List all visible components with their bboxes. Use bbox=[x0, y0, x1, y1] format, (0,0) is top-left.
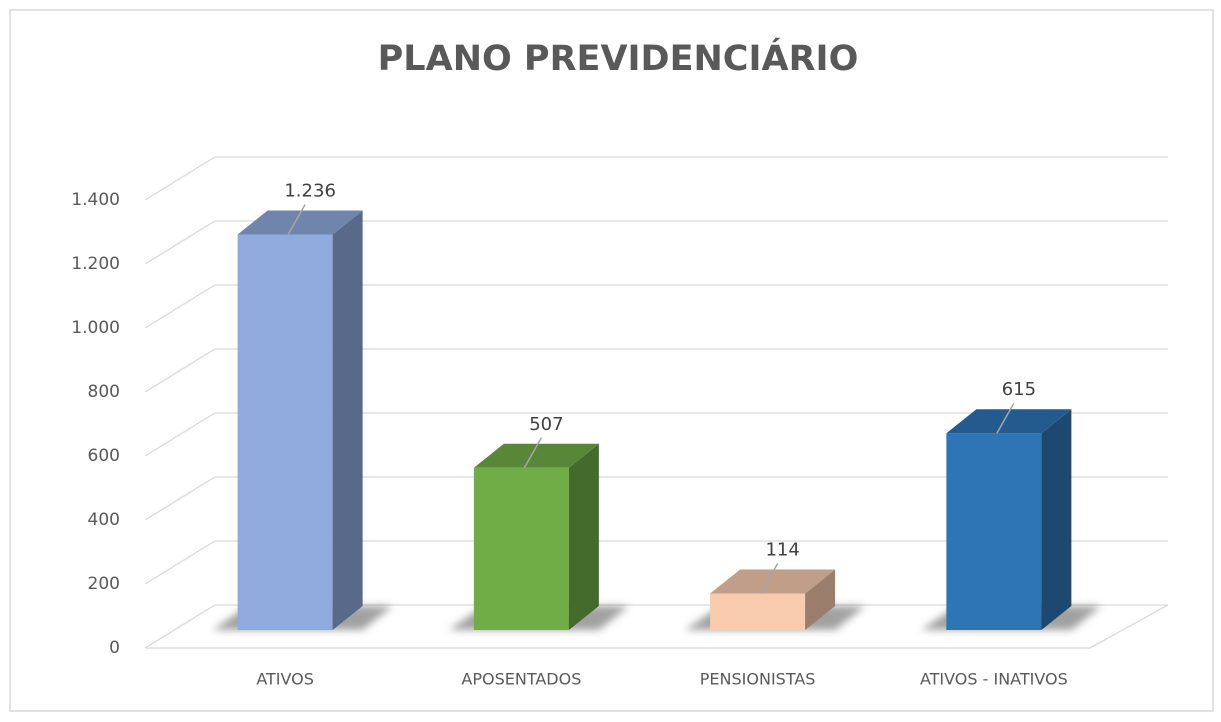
data-label: 114 bbox=[765, 540, 799, 561]
bar bbox=[946, 433, 1042, 630]
y-tick-label: 400 bbox=[88, 510, 120, 530]
bar bbox=[473, 467, 569, 630]
x-tick-label: ATIVOS bbox=[256, 670, 314, 689]
y-tick-label: 200 bbox=[88, 574, 120, 594]
bar-side bbox=[805, 569, 836, 630]
x-tick-label: ATIVOS - INATIVOS bbox=[920, 670, 1068, 689]
bar-side bbox=[1041, 409, 1072, 630]
grid-line bbox=[144, 220, 216, 265]
y-tick-label: 800 bbox=[88, 382, 120, 402]
bar-side bbox=[332, 210, 363, 631]
y-tick-label: 1.000 bbox=[71, 318, 120, 338]
bar-top bbox=[946, 409, 1072, 434]
data-label: 1.236 bbox=[284, 180, 336, 201]
grid-line bbox=[144, 604, 216, 649]
grid-line bbox=[144, 412, 216, 457]
leader-line bbox=[287, 204, 306, 235]
y-tick-label: 0 bbox=[109, 638, 120, 658]
y-tick-label: 1.200 bbox=[71, 254, 120, 274]
leader-line bbox=[759, 563, 779, 594]
leader-line bbox=[996, 402, 1015, 434]
bar bbox=[237, 234, 333, 631]
bar bbox=[710, 593, 806, 630]
grid-line bbox=[144, 284, 216, 329]
bar-side bbox=[568, 443, 599, 630]
y-tick-label: 1.400 bbox=[71, 190, 120, 210]
grid-line bbox=[144, 540, 216, 585]
grid-line bbox=[144, 156, 216, 201]
bar-top bbox=[710, 569, 836, 594]
floor-edge bbox=[1089, 604, 1169, 649]
x-tick-label: APOSENTADOS bbox=[461, 670, 581, 689]
grid-line bbox=[144, 348, 216, 393]
y-tick-label: 600 bbox=[88, 446, 120, 466]
grid-line bbox=[144, 476, 216, 521]
leader-line bbox=[523, 437, 543, 469]
x-tick-label: PENSIONISTAS bbox=[700, 670, 816, 689]
bar-top bbox=[237, 210, 363, 235]
chart-title: PLANO PREVIDENCIÁRIO bbox=[378, 37, 859, 79]
data-label: 507 bbox=[529, 414, 563, 435]
bar-top bbox=[473, 443, 599, 468]
data-label: 615 bbox=[1002, 379, 1036, 400]
